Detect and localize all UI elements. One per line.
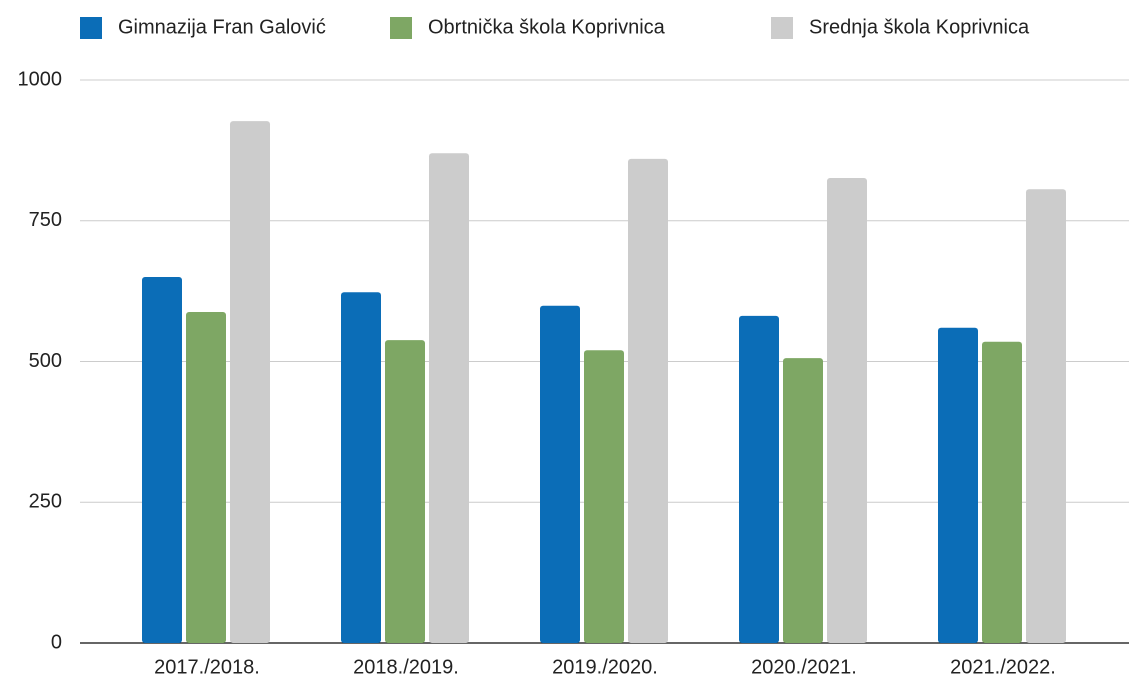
legend-swatch xyxy=(390,17,412,39)
bar xyxy=(783,358,823,643)
legend-label: Srednja škola Koprivnica xyxy=(809,16,1030,38)
bar xyxy=(385,340,425,643)
bar xyxy=(584,350,624,643)
x-tick-label: 2019./2020. xyxy=(552,656,658,678)
bar xyxy=(429,153,469,643)
legend-label: Gimnazija Fran Galović xyxy=(118,16,326,38)
bar xyxy=(1026,189,1066,644)
legend-swatch xyxy=(80,17,102,39)
y-tick-label: 250 xyxy=(29,491,62,513)
x-tick-label: 2021./2022. xyxy=(950,656,1056,678)
x-tick-label: 2020./2021. xyxy=(751,656,857,678)
bar xyxy=(938,327,978,643)
bar xyxy=(982,341,1022,643)
x-tick-label: 2017./2018. xyxy=(154,656,260,678)
legend-label: Obrtnička škola Koprivnica xyxy=(428,16,666,38)
bar xyxy=(341,292,381,643)
x-tick-label: 2018./2019. xyxy=(353,656,459,678)
bar xyxy=(739,315,779,643)
bar xyxy=(540,305,580,643)
y-tick-label: 1000 xyxy=(18,68,63,90)
y-tick-label: 500 xyxy=(29,350,62,372)
y-tick-label: 0 xyxy=(51,631,62,653)
bar xyxy=(230,121,270,643)
bar xyxy=(827,177,867,643)
legend-swatch xyxy=(771,17,793,39)
bar xyxy=(142,277,182,643)
bar xyxy=(628,158,668,643)
y-tick-label: 750 xyxy=(29,209,62,231)
bar xyxy=(186,311,226,643)
